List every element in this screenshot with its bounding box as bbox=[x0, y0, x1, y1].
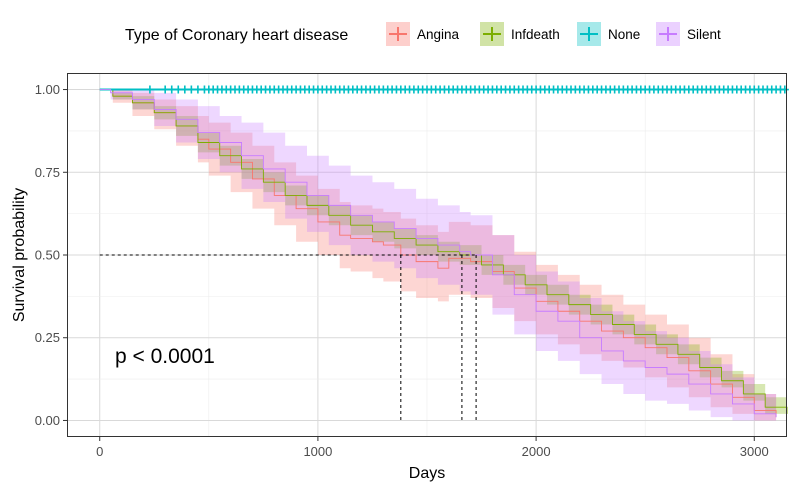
y-tick-label: 0.25 bbox=[35, 330, 60, 345]
censor-marks bbox=[145, 85, 789, 94]
panel-border bbox=[67, 73, 787, 437]
curve-silent bbox=[99, 89, 777, 418]
y-axis: 0.00 0.25 0.50 0.75 1.00 bbox=[35, 82, 67, 428]
censor-mark-none bbox=[145, 85, 154, 94]
legend-key-symbol bbox=[580, 27, 598, 41]
legend-label: Silent bbox=[687, 27, 721, 42]
legend-item-infdeath: Infdeath bbox=[480, 22, 560, 46]
legend-label: Angina bbox=[417, 27, 460, 42]
legend-key-symbol bbox=[659, 27, 677, 41]
legend-item-none: None bbox=[577, 22, 640, 46]
censor-mark-none bbox=[780, 85, 789, 94]
y-tick-label: 1.00 bbox=[35, 82, 60, 97]
x-tick-label: 2000 bbox=[522, 444, 551, 459]
x-tick-label: 0 bbox=[96, 444, 103, 459]
median-lines bbox=[99, 254, 477, 421]
x-tick-label: 1000 bbox=[303, 444, 332, 459]
legend-item-angina: Angina bbox=[386, 22, 460, 46]
legend-key-symbol bbox=[483, 27, 501, 41]
legend: Type of Coronary heart disease Angina Inf… bbox=[125, 22, 721, 46]
y-tick-label: 0.75 bbox=[35, 165, 60, 180]
y-axis-title: Survival probability bbox=[11, 188, 28, 322]
legend-item-silent: Silent bbox=[656, 22, 721, 46]
y-tick-label: 0.00 bbox=[35, 413, 60, 428]
curve-infdeath bbox=[99, 89, 788, 414]
y-tick-label: 0.50 bbox=[35, 248, 60, 263]
p-value-annotation: p < 0.0001 bbox=[115, 345, 215, 368]
x-axis: 0 1000 2000 3000 bbox=[96, 437, 769, 459]
legend-title: Type of Coronary heart disease bbox=[125, 27, 348, 44]
x-axis-title: Days bbox=[409, 465, 445, 482]
legend-label: Infdeath bbox=[511, 27, 560, 42]
x-tick-label: 3000 bbox=[740, 444, 769, 459]
legend-key-symbol bbox=[389, 27, 407, 41]
legend-label: None bbox=[608, 27, 640, 42]
